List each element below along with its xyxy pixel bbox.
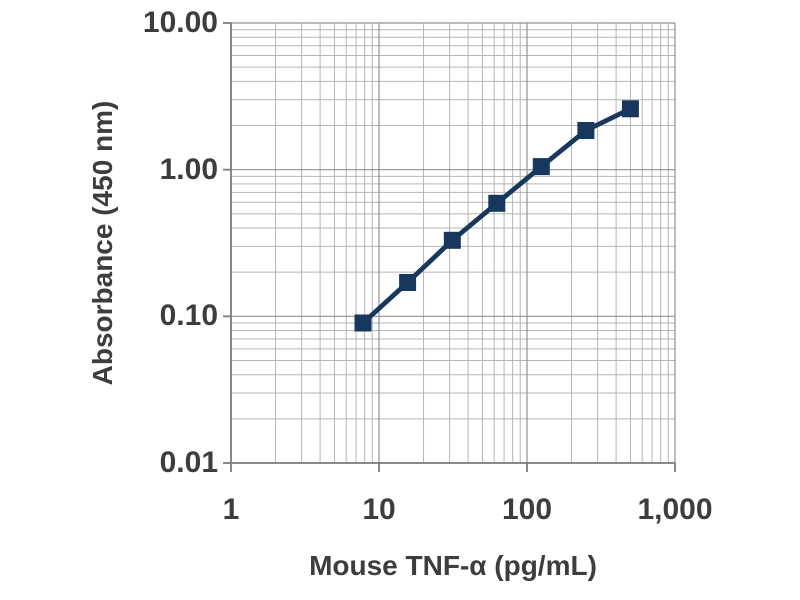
data-point-marker <box>488 194 506 212</box>
data-point-marker <box>577 122 595 139</box>
data-point-marker <box>532 158 550 176</box>
data-point-marker <box>621 100 639 118</box>
x-tick-label: 10 <box>362 493 396 526</box>
data-point-marker <box>399 274 417 291</box>
data-point-marker <box>443 231 461 249</box>
y-tick-label: 1.00 <box>159 152 218 186</box>
y-tick-label: 0.10 <box>159 299 218 333</box>
y-tick-label: 0.01 <box>159 446 218 479</box>
y-tick-label: 10.00 <box>142 6 218 39</box>
y-axis-title: Absorbance (450 nm) <box>87 100 118 386</box>
x-axis-title: Mouse TNF-α (pg/mL) <box>309 550 597 581</box>
x-tick-label: 100 <box>501 493 553 526</box>
x-tick-label: 1,000 <box>637 493 713 526</box>
data-point-marker <box>354 314 372 332</box>
x-tick-label: 1 <box>222 493 240 526</box>
